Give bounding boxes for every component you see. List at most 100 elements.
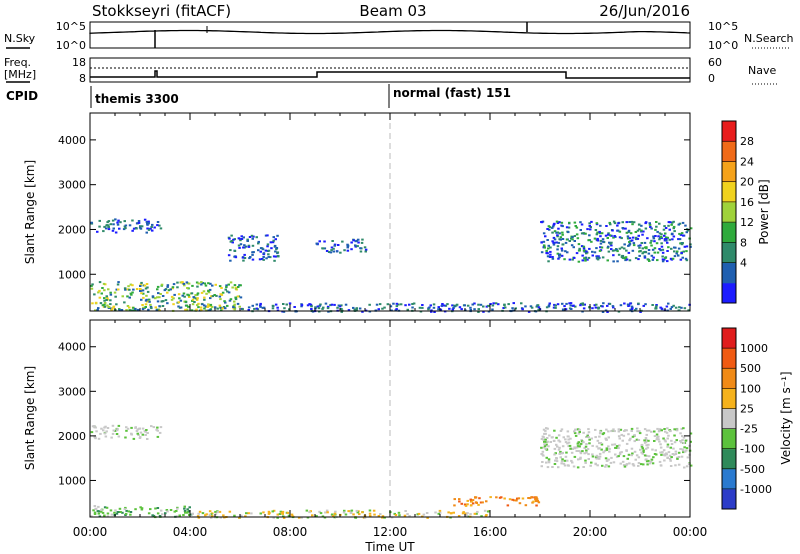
echo-cell (625, 231, 629, 234)
echo-cell (208, 305, 211, 308)
echo-cell (598, 442, 601, 445)
echo-cell (607, 458, 610, 461)
echo-cell (209, 303, 213, 306)
echo-cell (480, 515, 483, 518)
echo-cell (159, 426, 163, 429)
echo-cell (646, 237, 649, 240)
echo-cell (579, 304, 582, 307)
echo-cell (661, 251, 665, 254)
echo-cell (645, 458, 648, 461)
echo-cell (577, 441, 581, 444)
echo-cell (354, 516, 358, 519)
echo-cell (276, 513, 279, 516)
echo-cell (587, 256, 591, 259)
echo-cell (511, 307, 514, 310)
echo-cell (355, 307, 358, 310)
echo-cell (221, 307, 224, 310)
echo-cell (623, 243, 626, 246)
echo-cell (667, 224, 670, 227)
echo-cell (689, 245, 692, 248)
echo-cell (321, 307, 324, 310)
echo-cell (628, 259, 632, 262)
echo-cell (681, 435, 684, 438)
echo-cell (674, 464, 677, 467)
echo-cell (625, 463, 629, 466)
echo-cell (305, 509, 309, 512)
echo-cell (557, 448, 561, 451)
echo-cell (653, 453, 657, 455)
echo-cell (640, 224, 643, 227)
echo-cell (543, 445, 547, 448)
echo-cell (630, 305, 634, 308)
echo-cell (683, 450, 687, 453)
echo-cell (669, 465, 673, 467)
echo-cell (632, 242, 636, 245)
echo-cell (132, 437, 136, 440)
echo-cell (147, 222, 150, 225)
echo-cell (553, 463, 557, 465)
echo-cell (242, 236, 245, 239)
echo-cell (166, 302, 169, 305)
colorbar-segment (722, 282, 736, 304)
echo-cell (558, 221, 561, 224)
echo-cell (286, 511, 290, 514)
echo-cell (231, 241, 234, 244)
echo-cell (661, 255, 664, 258)
echo-cell (642, 304, 645, 307)
cpid-segment-themis: themis 3300 (95, 92, 179, 106)
echo-cell (166, 284, 170, 287)
echo-cell (186, 508, 189, 511)
echo-cell (614, 446, 617, 449)
echo-cell (406, 308, 409, 311)
echo-cell (97, 307, 100, 310)
echo-cell (655, 307, 658, 310)
echo-cell (554, 304, 557, 307)
echo-cell (317, 307, 321, 310)
echo-cell (190, 309, 194, 312)
echo-cell (667, 434, 670, 437)
echo-cell (140, 281, 143, 284)
echo-cell (585, 436, 588, 438)
echo-cell (432, 303, 436, 306)
echo-cell (318, 510, 321, 513)
echo-cell (566, 251, 569, 254)
echo-cell (368, 509, 372, 512)
echo-cell (429, 304, 432, 307)
echo-cell (461, 512, 465, 515)
echo-cell (598, 256, 601, 259)
echo-cell (677, 463, 681, 466)
echo-cell (314, 306, 317, 309)
echo-cell (117, 288, 120, 291)
echo-cell (300, 304, 304, 307)
echo-cell (137, 221, 141, 224)
echo-cell (506, 504, 510, 507)
echo-cell (637, 302, 640, 305)
echo-cell (241, 256, 245, 259)
echo-cell (595, 457, 599, 460)
echo-cell (458, 498, 461, 501)
echo-cell (547, 244, 550, 247)
echo-cell (128, 309, 131, 312)
echo-cell (156, 296, 159, 299)
echo-cell (631, 239, 634, 242)
echo-cell (267, 510, 271, 513)
echo-cell (210, 295, 213, 298)
nave-tick-top: 60 (708, 56, 722, 69)
echo-cell (627, 229, 631, 232)
echo-cell (662, 437, 665, 440)
echo-cell (574, 225, 577, 227)
echo-cell (222, 306, 226, 308)
echo-cell (602, 302, 605, 305)
echo-cell (571, 236, 574, 239)
echo-cell (560, 254, 564, 257)
echo-cell (473, 512, 477, 515)
echo-cell (618, 437, 621, 440)
echo-cell (572, 465, 576, 468)
echo-cell (94, 309, 97, 312)
echo-cell (243, 253, 246, 256)
echo-cell (573, 446, 576, 449)
echo-cell (541, 461, 544, 463)
echo-cell (179, 306, 183, 309)
echo-cell (179, 281, 182, 284)
echo-cell (643, 454, 647, 457)
